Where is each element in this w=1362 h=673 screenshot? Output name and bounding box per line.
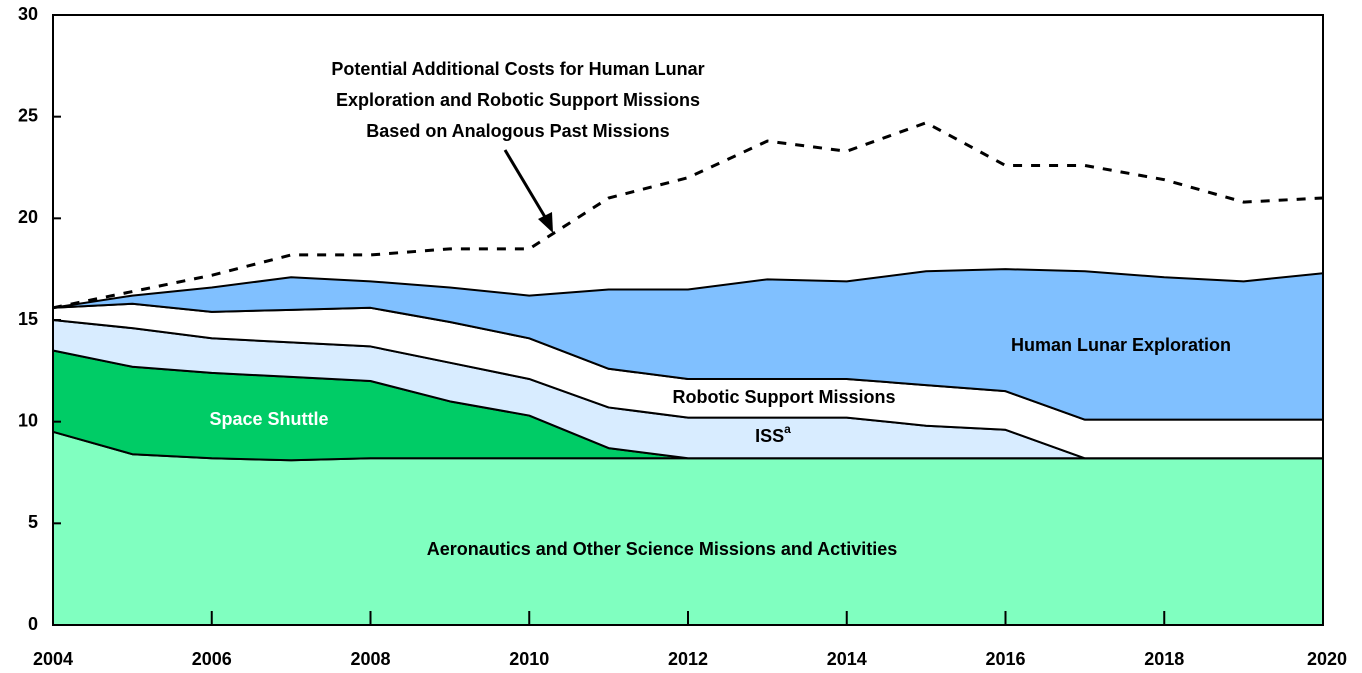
annotation: Exploration and Robotic Support Missions bbox=[336, 90, 700, 110]
y-tick-label: 5 bbox=[28, 512, 38, 532]
area-label: Aeronautics and Other Science Missions a… bbox=[427, 539, 897, 559]
area-label: Space Shuttle bbox=[209, 409, 328, 429]
series-name: ISS bbox=[755, 426, 784, 446]
x-tick-label: 2012 bbox=[668, 649, 708, 669]
x-tick-label: 2018 bbox=[1144, 649, 1184, 669]
y-tick-label: 25 bbox=[18, 105, 38, 125]
footnote-marker: a bbox=[784, 422, 791, 436]
x-tick-label: 2006 bbox=[192, 649, 232, 669]
y-tick-label: 30 bbox=[18, 4, 38, 24]
x-tick-label: 2016 bbox=[985, 649, 1025, 669]
y-tick-label: 20 bbox=[18, 207, 38, 227]
annotation: Potential Additional Costs for Human Lun… bbox=[331, 59, 704, 79]
area-label: Human Lunar Exploration bbox=[1011, 335, 1231, 355]
series-name: Robotic Support Missions bbox=[673, 387, 896, 407]
y-tick-label: 0 bbox=[28, 614, 38, 634]
y-tick-label: 15 bbox=[18, 309, 38, 329]
area-label: ISSa bbox=[755, 422, 791, 446]
x-tick-label: 2008 bbox=[350, 649, 390, 669]
x-tick-label: 2010 bbox=[509, 649, 549, 669]
area-label: Robotic Support Missions bbox=[673, 387, 896, 407]
x-tick-label: 2004 bbox=[33, 649, 73, 669]
x-tick-label: 2020 bbox=[1307, 649, 1347, 669]
series-name: Space Shuttle bbox=[209, 409, 328, 429]
x-tick-label: 2014 bbox=[827, 649, 867, 669]
arrow-head bbox=[538, 212, 553, 233]
area bbox=[52, 430, 1324, 626]
y-tick-label: 10 bbox=[18, 410, 38, 430]
series-name: Aeronautics and Other Science Missions a… bbox=[427, 539, 897, 559]
dashed-line bbox=[52, 121, 1324, 310]
series-name: Human Lunar Exploration bbox=[1011, 335, 1231, 355]
arrow-shaft bbox=[503, 149, 550, 223]
annotation: Based on Analogous Past Missions bbox=[366, 121, 669, 141]
